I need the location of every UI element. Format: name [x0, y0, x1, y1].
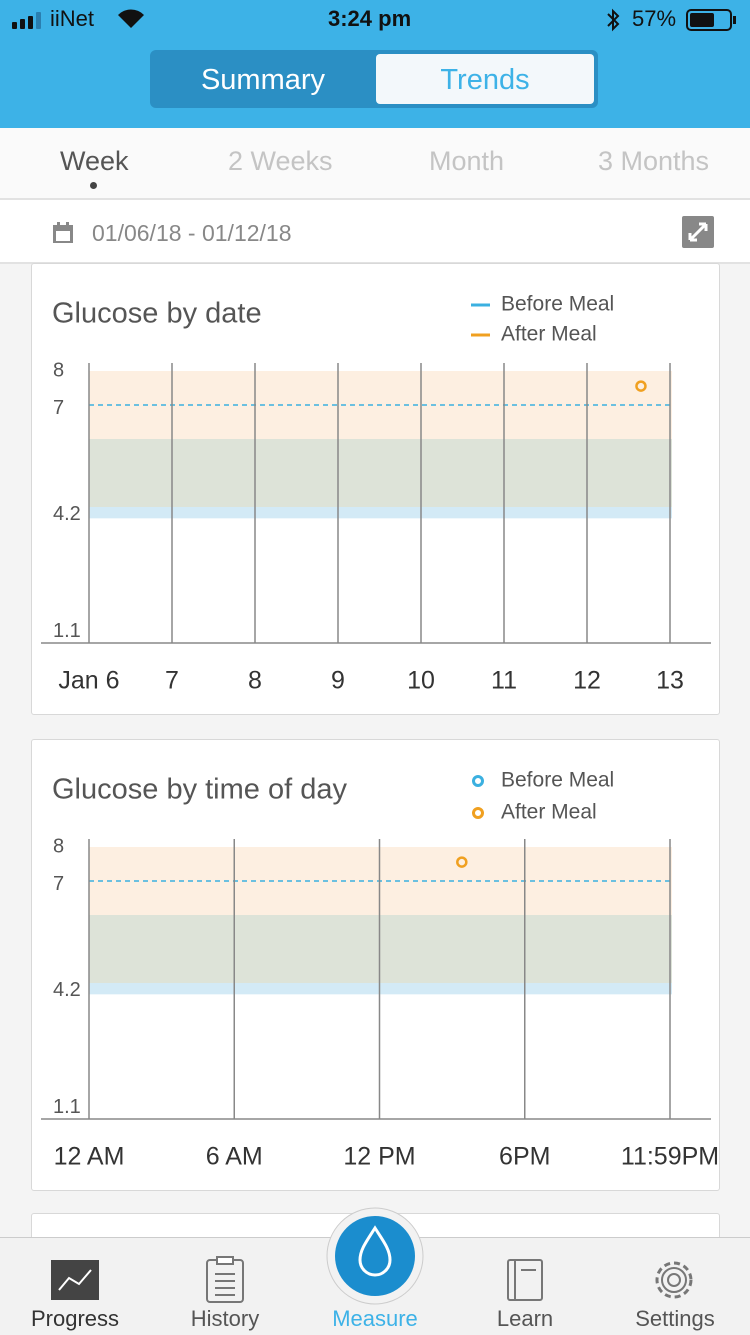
x-tick-label: 11:59PM [621, 1143, 719, 1171]
data-point [635, 380, 647, 392]
x-tick-label: 12 AM [54, 1143, 125, 1171]
x-tick-label: 8 [248, 667, 262, 695]
segmented-control: Summary Trends [150, 50, 598, 108]
x-tick-label: 11 [491, 667, 517, 695]
chart-card: Glucose by date Before Meal After Meal 1.1 4… [31, 263, 720, 715]
y-tick-label: 7 [53, 873, 64, 895]
trends-tab[interactable]: Trends [376, 54, 594, 104]
y-tick-label: 8 [53, 835, 64, 857]
history-icon [206, 1256, 244, 1303]
period-month[interactable]: Month [429, 146, 505, 176]
calendar-icon [53, 222, 73, 243]
settings-icon [655, 1261, 693, 1299]
period-selector: Week 2 Weeks Month 3 Months [0, 128, 750, 200]
tab-progress[interactable]: Progress [30, 1306, 120, 1331]
wifi-icon [118, 9, 144, 28]
legend-label: Before Meal [501, 769, 614, 792]
x-tick-label: 12 PM [343, 1143, 415, 1171]
progress-icon [51, 1260, 99, 1300]
legend-marker [472, 775, 484, 787]
y-tick-label: 8 [53, 359, 64, 381]
y-tick-label: 4.2 [53, 979, 81, 1001]
y-tick-label: 1.1 [53, 1096, 81, 1118]
carrier: iiNet [50, 6, 95, 31]
x-tick-label: 12 [573, 667, 601, 695]
measure-button[interactable] [320, 1206, 430, 1306]
battery-percent: 57% [632, 6, 677, 31]
learn-icon [507, 1259, 543, 1301]
chart: Glucose by time of day Before Meal After M… [41, 769, 719, 1171]
target-band [89, 915, 672, 983]
y-tick-label: 7 [53, 397, 64, 419]
legend-marker [472, 807, 484, 819]
summary-tab[interactable]: Summary [200, 64, 326, 96]
x-tick-label: 7 [165, 667, 179, 695]
battery-icon [686, 9, 736, 31]
target-band [89, 983, 672, 995]
legend-label: After Meal [501, 323, 597, 346]
date-row: 01/06/18 - 01/12/18 [0, 200, 750, 264]
x-tick-label: 6 AM [206, 1143, 263, 1171]
period-week[interactable]: Week [60, 146, 129, 176]
target-band [89, 507, 672, 519]
x-tick-label: Jan 6 [58, 667, 119, 695]
x-tick-label: 9 [331, 667, 345, 695]
header: iiNet 3:24 pm 57% Summary Trends [0, 0, 750, 128]
legend-label: After Meal [501, 801, 597, 824]
tab-history[interactable]: History [190, 1306, 260, 1331]
tab-measure[interactable]: Measure [332, 1306, 418, 1331]
legend-label: Before Meal [501, 293, 614, 316]
y-tick-label: 4.2 [53, 503, 81, 525]
chart-title: Glucose by time of day [52, 774, 347, 806]
x-tick-label: 13 [656, 667, 684, 695]
period-2-weeks[interactable]: 2 Weeks [228, 146, 333, 176]
tab-settings[interactable]: Settings [635, 1306, 715, 1331]
x-tick-label: 6PM [499, 1143, 550, 1171]
bluetooth-icon [607, 8, 620, 32]
tab-bar: Progress History Measure Learn Settings [0, 1207, 750, 1335]
selected-dot [90, 182, 97, 189]
chart: Glucose by date Before Meal After Meal 1.1 4… [41, 293, 711, 695]
target-band [89, 439, 672, 507]
date-range: 01/06/18 - 01/12/18 [92, 220, 292, 246]
signal-icon [12, 12, 41, 29]
data-point [456, 856, 468, 868]
y-tick-label: 1.1 [53, 620, 81, 642]
period-3-months[interactable]: 3 Months [598, 146, 710, 176]
expand-button[interactable] [682, 216, 714, 248]
chart-title: Glucose by date [52, 298, 262, 330]
x-tick-label: 10 [407, 667, 435, 695]
tab-learn[interactable]: Learn [496, 1306, 554, 1331]
clock: 3:24 pm [328, 6, 412, 31]
chart-card: Glucose by time of day Before Meal After M… [31, 739, 720, 1191]
